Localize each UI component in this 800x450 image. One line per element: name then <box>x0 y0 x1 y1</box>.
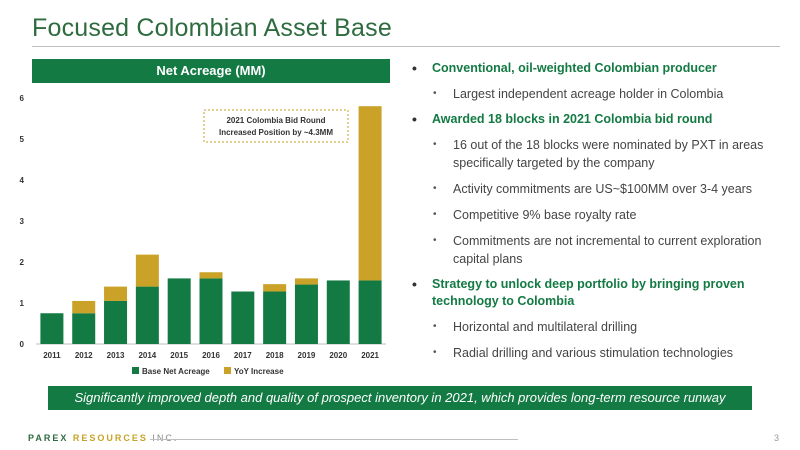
bar-base-net-acreage <box>104 300 128 344</box>
bar-yoy-increase <box>294 278 318 285</box>
bullet-sub: Competitive 9% base royalty rate <box>406 206 786 224</box>
bar-base-net-acreage <box>263 291 287 344</box>
chart-banner: Net Acreage (MM) <box>32 59 390 83</box>
bar-base-net-acreage <box>358 280 382 344</box>
y-tick-label: 1 <box>20 299 25 308</box>
bar-base-net-acreage <box>72 313 96 344</box>
y-tick-label: 0 <box>20 340 25 349</box>
title-divider <box>32 46 780 47</box>
y-tick-label: 4 <box>20 176 25 185</box>
footer-divider <box>150 439 518 440</box>
x-tick-label: 2020 <box>329 351 347 360</box>
x-tick-label: 2017 <box>234 351 252 360</box>
legend-label-base: Base Net Acreage <box>142 367 210 376</box>
bullet-sub: Commitments are not incremental to curre… <box>406 232 786 268</box>
logo-part-parex: PAREX <box>28 433 69 443</box>
legend-swatch-yoy <box>224 367 231 374</box>
slide-title: Focused Colombian Asset Base <box>32 14 392 42</box>
legend-swatch-base <box>132 367 139 374</box>
x-tick-label: 2013 <box>107 351 125 360</box>
y-tick-label: 5 <box>20 135 25 144</box>
logo-part-resources: RESOURCES <box>72 433 148 443</box>
x-tick-label: 2018 <box>266 351 284 360</box>
bar-base-net-acreage <box>231 291 255 344</box>
bar-base-net-acreage <box>135 286 159 344</box>
x-tick-label: 2012 <box>75 351 93 360</box>
bullet-main: Strategy to unlock deep portfolio by bri… <box>406 276 786 310</box>
logo-part-inc: INC. <box>152 433 179 443</box>
annotation-line-1: 2021 Colombia Bid Round <box>226 116 325 125</box>
company-logo: PAREX RESOURCES INC. <box>28 433 178 443</box>
footer-banner: Significantly improved depth and quality… <box>48 386 752 410</box>
x-tick-label: 2015 <box>170 351 188 360</box>
bullet-sub: Radial drilling and various stimulation … <box>406 344 786 362</box>
bar-base-net-acreage <box>326 280 350 344</box>
bar-yoy-increase <box>263 284 287 292</box>
net-acreage-chart: 0 1 2 3 4 5 6 2011 2012 2013 2014 2015 2016 2017 2018 2… <box>20 94 386 376</box>
y-tick-label: 3 <box>20 217 25 226</box>
y-tick-label: 6 <box>20 94 25 103</box>
page-number: 3 <box>774 433 780 443</box>
bar-yoy-increase <box>72 300 96 314</box>
bullet-sub: Activity commitments are US~$100MM over … <box>406 180 786 198</box>
bullet-main: Awarded 18 blocks in 2021 Colombia bid r… <box>406 111 786 128</box>
bullet-sub: 16 out of the 18 blocks were nominated b… <box>406 136 786 172</box>
x-tick-label: 2011 <box>43 351 61 360</box>
legend-label-yoy: YoY Increase <box>234 367 284 376</box>
bar-yoy-increase <box>104 286 128 301</box>
bar-base-net-acreage <box>199 278 223 344</box>
bullet-main: Conventional, oil-weighted Colombian pro… <box>406 60 786 77</box>
bar-base-net-acreage <box>294 284 318 344</box>
x-tick-label: 2014 <box>138 351 156 360</box>
annotation-box <box>203 109 349 143</box>
y-tick-label: 2 <box>20 258 25 267</box>
bullet-sub: Horizontal and multilateral drilling <box>406 318 786 336</box>
x-tick-label: 2021 <box>361 351 379 360</box>
bar-yoy-increase <box>358 106 382 281</box>
bullet-sub: Largest independent acreage holder in Co… <box>406 85 786 103</box>
bar-base-net-acreage <box>167 278 191 344</box>
bar-yoy-increase <box>199 272 223 279</box>
x-tick-label: 2019 <box>298 351 316 360</box>
bar-base-net-acreage <box>40 313 64 344</box>
annotation-line-2: Increased Position by ~4.3MM <box>219 128 333 137</box>
x-tick-label: 2016 <box>202 351 220 360</box>
bullet-list: Conventional, oil-weighted Colombian pro… <box>406 60 786 370</box>
bar-yoy-increase <box>135 254 159 287</box>
